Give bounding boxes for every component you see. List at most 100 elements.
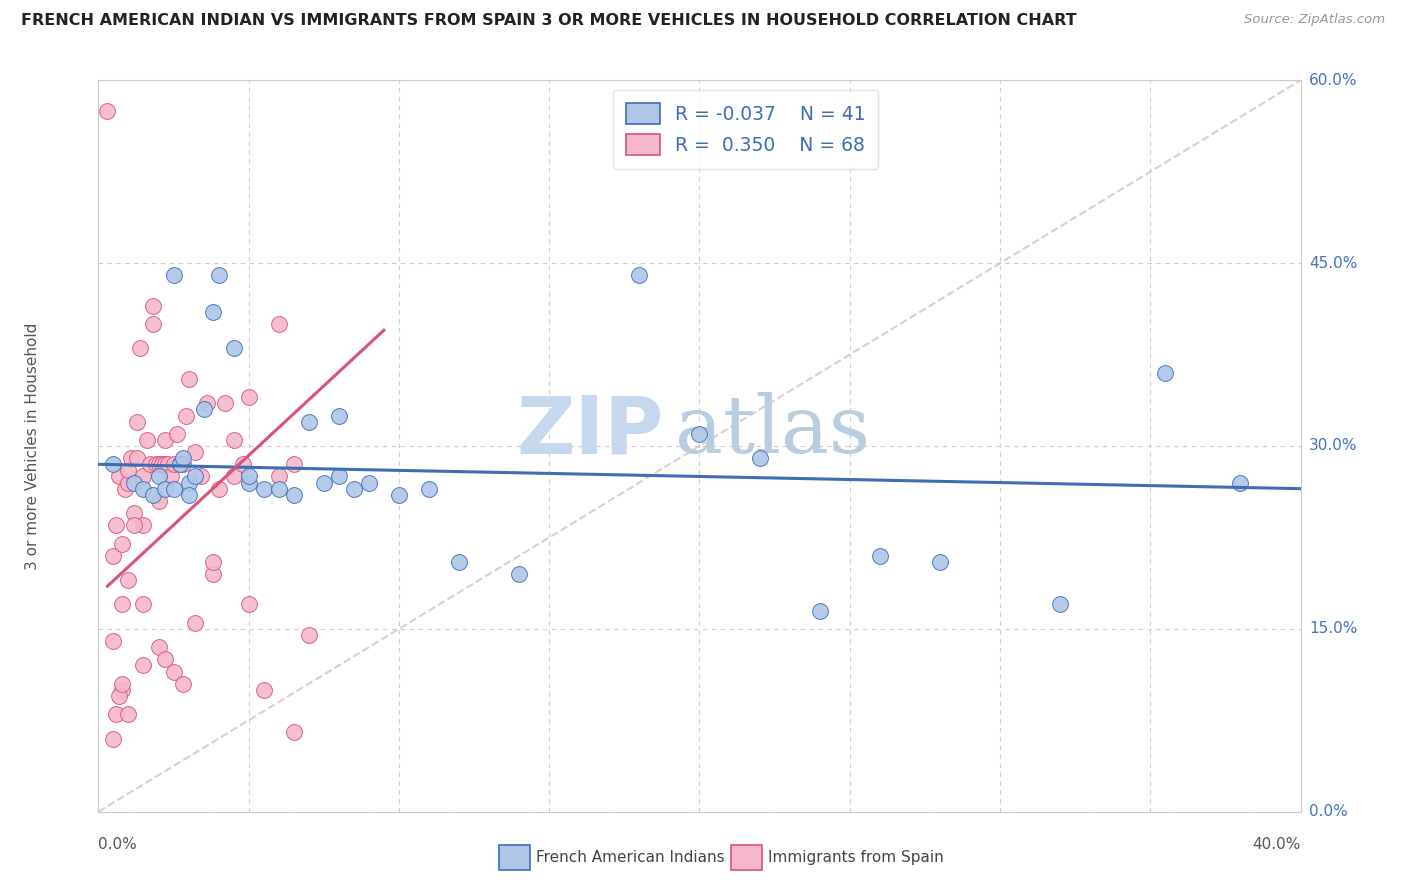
Point [447,555,470,569]
Point [103,731,125,746]
Point [183,615,205,630]
Point [312,475,335,490]
Point [114,482,136,496]
Point [1229,475,1251,490]
Point [688,426,710,441]
Point [162,665,184,679]
Point [869,549,891,563]
Point [238,475,260,490]
Point [201,555,224,569]
Text: Source: ZipAtlas.com: Source: ZipAtlas.com [1244,13,1385,27]
Point [195,396,218,410]
Point [148,640,170,655]
Point [343,482,366,496]
Point [238,469,260,483]
Point [177,488,200,502]
Point [103,458,125,472]
Text: 15.0%: 15.0% [1309,622,1357,636]
Point [183,445,205,459]
Legend: R = -0.037    N = 41, R =  0.350    N = 68: R = -0.037 N = 41, R = 0.350 N = 68 [613,90,879,169]
Text: 0.0%: 0.0% [1309,805,1347,819]
Point [214,396,236,410]
Point [132,518,155,533]
Point [298,628,321,642]
Point [111,536,134,550]
Point [141,488,163,502]
Point [135,433,157,447]
Point [103,634,125,648]
Point [159,469,181,483]
Point [283,488,305,502]
Point [283,725,305,739]
Point [121,451,143,466]
Text: 60.0%: 60.0% [1309,73,1357,87]
Point [267,317,290,331]
Point [148,458,170,472]
Text: 0.0%: 0.0% [98,837,138,852]
Point [138,458,160,472]
Text: French American Indians: French American Indians [536,850,724,864]
Point [148,494,170,508]
Point [174,409,197,423]
Point [222,342,245,356]
Point [929,555,952,569]
Point [177,372,200,386]
Point [105,518,128,533]
Point [208,268,231,283]
Point [328,469,350,483]
Point [111,682,134,697]
Point [103,549,125,563]
Point [253,682,276,697]
Point [201,305,224,319]
Point [96,103,118,118]
Point [232,458,254,472]
Point [117,707,139,722]
Point [222,469,245,483]
Point [153,458,176,472]
Point [117,475,139,490]
Point [328,409,350,423]
Text: ZIP: ZIP [516,392,664,470]
Point [283,458,305,472]
Point [201,567,224,582]
Point [238,598,260,612]
Point [172,458,194,472]
Point [193,402,215,417]
Point [1049,598,1071,612]
Text: 45.0%: 45.0% [1309,256,1357,270]
Point [162,268,184,283]
Point [166,426,188,441]
Point [162,482,184,496]
Text: atlas: atlas [675,392,870,470]
Point [253,482,276,496]
Point [150,458,173,472]
Point [357,475,380,490]
Point [153,652,176,666]
Point [208,482,231,496]
Point [117,573,139,587]
Point [132,482,155,496]
Point [105,707,128,722]
Point [162,458,184,472]
Point [172,676,194,690]
Point [222,433,245,447]
Point [238,390,260,404]
Point [156,458,179,472]
Point [124,506,146,520]
Point [1154,366,1177,380]
Point [129,342,152,356]
Point [132,658,155,673]
Text: Immigrants from Spain: Immigrants from Spain [768,850,943,864]
Point [267,482,290,496]
Point [748,451,770,466]
Point [108,689,131,703]
Text: 30.0%: 30.0% [1309,439,1357,453]
Point [124,518,146,533]
Point [141,299,163,313]
Text: 40.0%: 40.0% [1253,837,1301,852]
Point [388,488,411,502]
Point [169,458,191,472]
Point [111,598,134,612]
Point [298,415,321,429]
Point [190,469,212,483]
